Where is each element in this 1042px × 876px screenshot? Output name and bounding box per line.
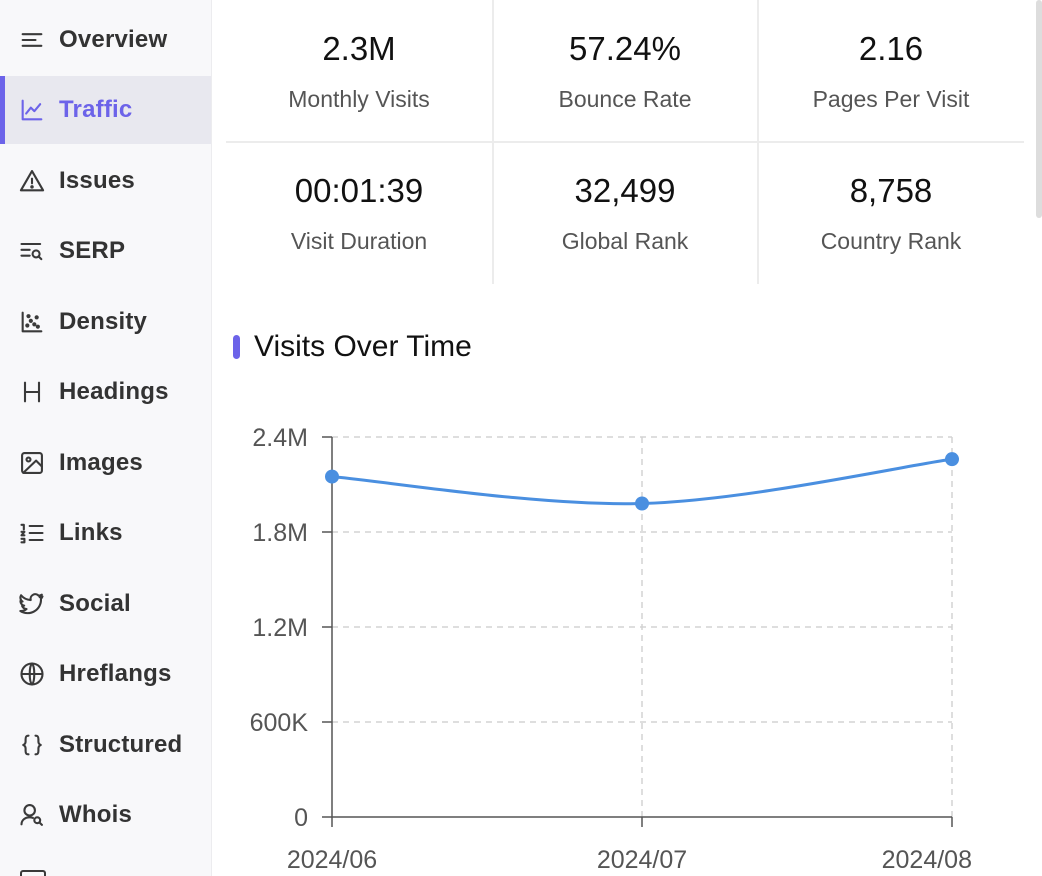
stat-label: Visit Duration — [290, 227, 428, 254]
stats-panel: 2.3M Monthly Visits 57.24% Bounce Rate 2.16 P… — [226, 0, 1024, 284]
stat-label: Pages Per Visit — [812, 85, 970, 112]
stat-card-pages-per-visit: 2.16 Pages Per Visit — [758, 0, 1024, 142]
y-tick-label: 1.2M — [252, 614, 308, 642]
sidebar-item-label: Images — [59, 449, 143, 476]
stat-value: 8,758 — [849, 171, 933, 209]
twitter-icon — [18, 589, 48, 619]
line-chart-icon — [18, 95, 48, 125]
sidebar-item-label: Issues — [59, 167, 135, 194]
stat-value: 57.24% — [569, 29, 681, 67]
section-title: Visits Over Time — [254, 330, 472, 363]
y-tick-label: 1.8M — [252, 519, 308, 547]
sidebar-item-headings[interactable]: Headings — [0, 358, 211, 426]
stat-card-global-rank: 32,499 Global Rank — [492, 142, 758, 284]
sidebar-item-label: Social — [59, 590, 131, 617]
stat-value: 00:01:39 — [294, 171, 424, 209]
sidebar-item-whois[interactable]: Whois — [0, 781, 211, 849]
sidebar-item-label: Hreflangs — [59, 660, 172, 687]
sidebar-item-label: Density — [59, 308, 148, 335]
sidebar-item-serp[interactable]: SERP — [0, 217, 211, 285]
sidebar-item-links[interactable]: Links — [0, 499, 211, 567]
sidebar-item-hreflangs[interactable]: Hreflangs — [0, 640, 211, 708]
braces-icon — [18, 730, 48, 760]
sidebar-item-label: Whois — [59, 801, 132, 828]
sidebar-item-overview[interactable]: Overview — [0, 6, 211, 74]
y-tick-label: 600K — [250, 709, 309, 737]
sidebar-item-label: Overview — [59, 26, 168, 53]
sidebar-item-label: Headings — [59, 378, 169, 405]
stat-label: Global Rank — [561, 227, 689, 254]
stat-label: Bounce Rate — [558, 85, 692, 112]
sidebar-item-issues[interactable]: Issues — [0, 147, 211, 215]
sidebar-item-social[interactable]: Social — [0, 570, 211, 638]
section-header: Visits Over Time — [233, 330, 472, 364]
stat-value: 2.3M — [322, 29, 396, 67]
stat-value: 2.16 — [858, 29, 924, 67]
sidebar-item-density[interactable]: Density — [0, 288, 211, 356]
sidebar-item-label: SERP — [59, 237, 126, 264]
stat-card-visit-duration: 00:01:39 Visit Duration — [226, 142, 492, 284]
section-accent-bar — [233, 335, 240, 359]
serp-search-icon — [18, 236, 48, 266]
image-icon — [18, 448, 48, 478]
stat-label: Country Rank — [820, 227, 962, 254]
x-tick-label: 2024/06 — [287, 846, 377, 874]
stat-value: 32,499 — [574, 171, 676, 209]
sidebar-item-structured[interactable]: Structured — [0, 711, 211, 779]
list-icon — [18, 25, 48, 55]
sidebar-item-partial — [20, 870, 46, 876]
y-tick-label: 0 — [294, 804, 308, 832]
stat-divider — [226, 141, 1024, 143]
y-tick-label: 2.4M — [252, 424, 308, 452]
warning-icon — [18, 166, 48, 196]
sidebar-item-label: Links — [59, 519, 123, 546]
scatter-chart-icon — [18, 307, 48, 337]
x-tick-label: 2024/07 — [597, 846, 687, 874]
data-point — [945, 452, 959, 467]
sidebar: Overview Traffic Issues SERP Density Headings… — [0, 0, 212, 876]
heading-icon — [18, 377, 48, 407]
x-tick-label: 2024/08 — [882, 846, 972, 874]
sidebar-item-traffic[interactable]: Traffic — [0, 76, 211, 144]
stat-card-country-rank: 8,758 Country Rank — [758, 142, 1024, 284]
data-point — [635, 496, 649, 511]
stat-card-monthly-visits: 2.3M Monthly Visits — [226, 0, 492, 142]
stat-label: Monthly Visits — [288, 85, 430, 112]
visits-line-chart: 0 600K 1.2M 1.8M 2.4M 2024/06 2024/07 2024/08 — [250, 424, 972, 874]
data-point — [325, 469, 339, 484]
sidebar-item-images[interactable]: Images — [0, 429, 211, 497]
stat-card-bounce-rate: 57.24% Bounce Rate — [492, 0, 758, 142]
sidebar-item-label: Traffic — [59, 96, 133, 123]
user-search-icon — [18, 800, 48, 830]
sidebar-item-label: Structured — [59, 731, 183, 758]
scrollbar-thumb[interactable] — [1036, 0, 1042, 218]
globe-icon — [18, 659, 48, 689]
link-list-icon — [18, 518, 48, 548]
